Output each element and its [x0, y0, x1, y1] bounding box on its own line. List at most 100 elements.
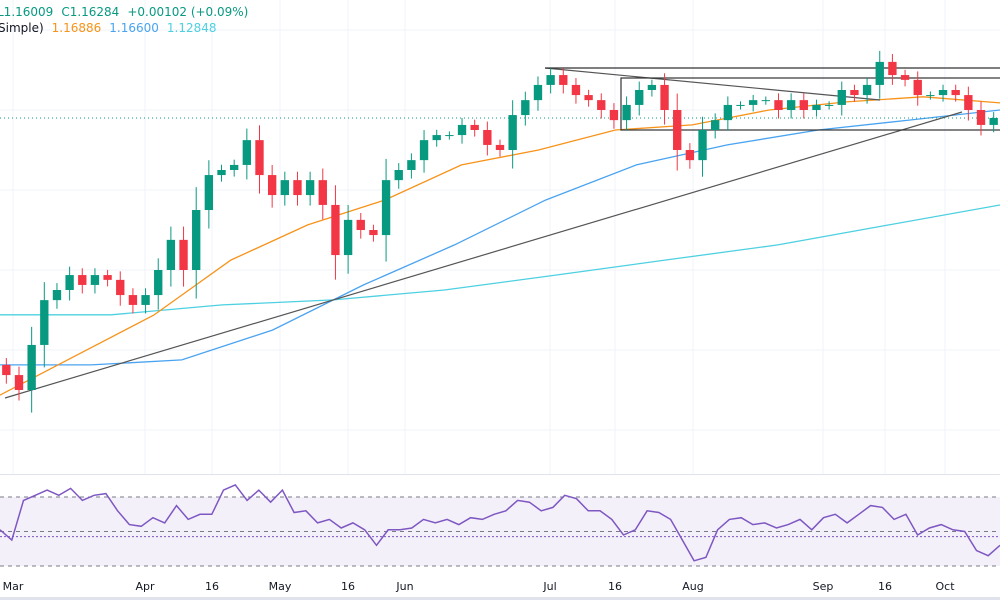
descending-trendline [544, 67, 881, 101]
candle-body [508, 115, 517, 150]
candle [280, 171, 289, 206]
rsi-pane[interactable] [0, 476, 1000, 576]
candle [926, 91, 935, 100]
ma-label: Simple) [0, 21, 44, 35]
candle [685, 143, 695, 169]
candle [179, 226, 188, 287]
candle-body [356, 219, 365, 230]
candle-body [989, 118, 998, 125]
candle [78, 268, 87, 294]
bottom-border [0, 597, 1000, 600]
candle-body [521, 100, 530, 116]
pane-divider[interactable] [0, 474, 1000, 475]
candle-body [267, 175, 277, 196]
candle-body [635, 90, 644, 105]
candle-body [495, 144, 505, 150]
candle-body [748, 100, 758, 105]
candle-body [445, 135, 454, 137]
rsi-line [0, 483, 1000, 562]
candle [40, 282, 49, 368]
candle [862, 78, 872, 104]
x-tick-label: Sep [812, 580, 834, 593]
candle [356, 212, 365, 239]
candle-body [597, 100, 606, 110]
candle-body [888, 61, 897, 76]
candle [748, 94, 758, 112]
candle-body [419, 140, 429, 161]
candle-body [204, 175, 214, 210]
candle-body [255, 140, 264, 176]
candle-body [609, 110, 619, 121]
candle-body [369, 230, 378, 236]
candle-body [900, 75, 910, 80]
candle [293, 171, 302, 206]
candle-body [824, 104, 834, 106]
candle-body [343, 219, 353, 256]
candle [698, 116, 707, 177]
candle [938, 84, 948, 102]
candle-body [559, 75, 568, 85]
candle [736, 101, 745, 110]
candle [723, 96, 733, 131]
candle-body [483, 130, 492, 145]
candle-body [812, 104, 821, 110]
x-tick-label: Oct [935, 580, 955, 593]
candle-body [116, 279, 125, 296]
candle [622, 96, 631, 131]
candle [457, 118, 467, 144]
candle [318, 168, 327, 220]
candle-body [40, 300, 49, 345]
candle [128, 288, 138, 314]
candle-body [938, 90, 948, 96]
candle-body [65, 275, 74, 290]
candle-body [331, 204, 340, 256]
candle-body [913, 79, 922, 96]
candle-body [711, 120, 720, 130]
candle [407, 153, 416, 179]
candle [609, 103, 619, 129]
candle [27, 326, 36, 413]
candle [673, 93, 682, 171]
candle-body [293, 180, 302, 196]
x-tick-label: 16 [878, 580, 892, 593]
x-tick-label: 16 [608, 580, 622, 593]
candle-body [786, 100, 796, 110]
candle [812, 99, 821, 117]
candle-body [2, 364, 11, 376]
candle [154, 258, 163, 310]
candle [65, 266, 74, 301]
x-tick-label: Jun [396, 580, 414, 593]
candle [584, 89, 593, 107]
candle [242, 128, 252, 180]
candle-body [166, 239, 176, 270]
candle [369, 224, 378, 242]
candle-body [14, 375, 24, 390]
candle-body [951, 90, 960, 96]
candle [913, 71, 922, 106]
candle-body [470, 124, 479, 130]
candle [711, 113, 720, 139]
trendline [4, 111, 963, 399]
chart-legend: L1.16009 C1.16284 +0.00102 (+0.09%) Simple… [0, 0, 251, 35]
candle [166, 226, 176, 287]
candle-body [230, 164, 239, 170]
candle-body [27, 344, 36, 390]
low-value: L1.16009 [0, 5, 54, 19]
candle-body [192, 210, 201, 270]
candle-body [584, 95, 593, 101]
candle-body [52, 290, 62, 301]
candle-body [736, 104, 745, 106]
ma200-value: 1.12848 [166, 21, 217, 35]
candle-body [698, 130, 707, 161]
candle [546, 68, 555, 94]
x-tick-label: May [268, 580, 292, 593]
candle-body [394, 170, 403, 181]
candle [900, 69, 910, 87]
candle-body [90, 275, 100, 285]
candle-body [660, 84, 669, 110]
candle [799, 93, 808, 119]
candle-body [622, 104, 631, 121]
price-chart[interactable] [0, 0, 1000, 474]
candle-body [217, 170, 226, 176]
candle [824, 101, 834, 110]
